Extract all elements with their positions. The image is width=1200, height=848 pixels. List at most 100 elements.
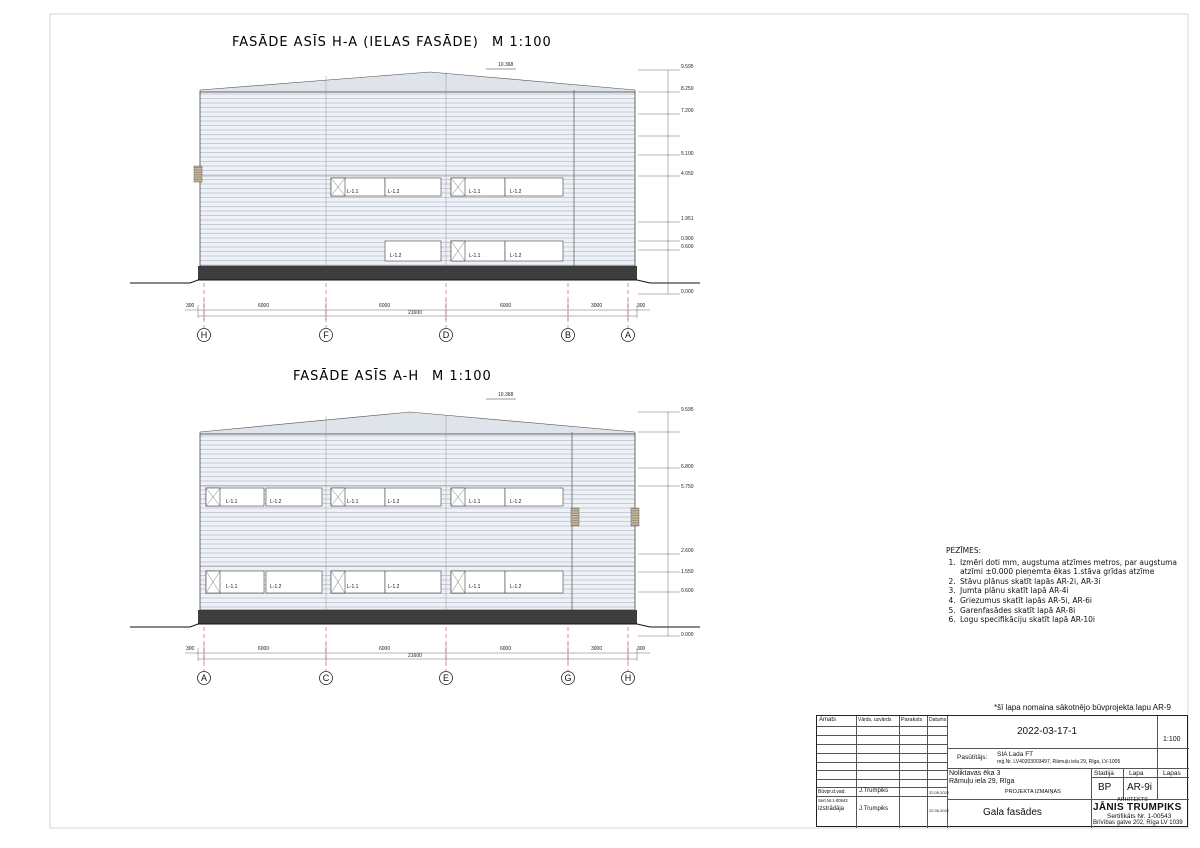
dimension-value: 6000 bbox=[379, 646, 390, 652]
window-label: L-1.2 bbox=[510, 584, 522, 590]
level-label: 8.250 bbox=[681, 86, 694, 92]
dimension-value: 3000 bbox=[591, 646, 602, 652]
window-label: L-1.1 bbox=[469, 499, 481, 505]
ventilation-grille bbox=[570, 507, 580, 527]
dimension-value: 300 bbox=[186, 646, 195, 652]
level-marks bbox=[638, 69, 680, 295]
dimension-value: 6000 bbox=[379, 303, 390, 309]
window-label: L-1.1 bbox=[469, 189, 481, 195]
level-label: 7.200 bbox=[681, 108, 694, 114]
axis-label: C bbox=[323, 673, 330, 683]
dimension-value: 6000 bbox=[258, 303, 269, 309]
level-label: 0.000 bbox=[681, 632, 694, 638]
project-number: 2022-03-17-1 bbox=[1017, 726, 1078, 737]
level-label: 0.900 bbox=[681, 236, 694, 242]
header-datums: Datums bbox=[929, 717, 947, 723]
name-project-manager: J.Trumpiks bbox=[859, 788, 889, 794]
level-label: 9.595 bbox=[681, 64, 694, 70]
architect-role: ARHITEKTS bbox=[1117, 797, 1148, 803]
dimension-value: 300 bbox=[637, 303, 646, 309]
note-item: Jumta plānu skatīt lapā AR-4i bbox=[958, 586, 1190, 596]
level-label: 2.600 bbox=[681, 548, 694, 554]
window-label: L-1.2 bbox=[270, 499, 282, 505]
level-label: 6.800 bbox=[681, 464, 694, 470]
header-vards: Vārds, uzvārds bbox=[858, 717, 892, 723]
window-label: L-1.1 bbox=[226, 499, 238, 505]
window-label: L-1.1 bbox=[469, 253, 481, 259]
header-paraksts: Paraksts bbox=[901, 717, 923, 723]
window-label: L-1.2 bbox=[510, 253, 522, 259]
window-label: L-1.2 bbox=[270, 584, 282, 590]
total-dimension: 21600 bbox=[408, 310, 422, 316]
ridge-level: 10.368 bbox=[498, 392, 514, 398]
total-dimension: 21600 bbox=[408, 653, 422, 659]
ventilation-grille bbox=[193, 165, 203, 183]
dimension-value: 3000 bbox=[591, 303, 602, 309]
axis-lines bbox=[203, 627, 629, 671]
replacement-note: *šī lapa nomaina sākotnējo būvprojekta l… bbox=[994, 703, 1171, 712]
axis-markers bbox=[197, 671, 635, 685]
level-label: 0.600 bbox=[681, 588, 694, 594]
role-project-manager: Būvpr.d.vad. bbox=[818, 789, 846, 795]
window-row-upper: L-1.1 L-1.2 L-1.1 L-1.2 bbox=[330, 177, 564, 197]
architect-address: Brīvības gatve 202, Rīga LV 1039 bbox=[1093, 820, 1183, 826]
level-label: 1.550 bbox=[681, 569, 694, 575]
window-label: L-1.1 bbox=[347, 584, 359, 590]
axis-label: B bbox=[565, 330, 571, 340]
drawing-notes: PEZĪMES: Izmēri doti mm, augstuma atzīme… bbox=[946, 546, 1190, 625]
object-name: Noliktavas ēka 3 bbox=[949, 770, 1001, 777]
window-label: L-1.2 bbox=[510, 499, 522, 505]
role-designer: Izstrādāja bbox=[818, 806, 845, 812]
sheet-label: Lapa bbox=[1129, 770, 1144, 777]
client-registration: reģ.Nr. LV40203003497, Rāmuļu iela 29, R… bbox=[997, 759, 1121, 765]
dimension-value: 300 bbox=[186, 303, 195, 309]
elevation-axes-a-h: FASĀDE ASĪS A-H M 1:100 10.368 L-1.1 L-1… bbox=[130, 369, 700, 685]
axis-label: G bbox=[564, 673, 571, 683]
roof-outline bbox=[199, 71, 636, 94]
note-item: Stāvu plānus skatīt lapās AR-2i, AR-3i bbox=[958, 577, 1190, 587]
note-item: Izmēri doti mm, augstuma atzīmes metros,… bbox=[958, 558, 1190, 577]
window-label: L-1.1 bbox=[347, 499, 359, 505]
axis-label: A bbox=[201, 673, 207, 683]
axis-label: F bbox=[323, 330, 329, 340]
note-item: Logu specifikāciju skatīt lapā AR-10i bbox=[958, 615, 1190, 625]
stage-label: Stadija bbox=[1094, 770, 1114, 777]
axis-label: H bbox=[201, 330, 208, 340]
axis-lines bbox=[203, 283, 629, 328]
plinth bbox=[198, 610, 637, 624]
axis-label: D bbox=[443, 330, 450, 340]
axis-markers bbox=[197, 328, 635, 342]
date-designer: 22.05.2022 bbox=[929, 808, 950, 813]
stage-value: BP bbox=[1098, 782, 1112, 793]
architect-name: JĀNIS TRUMPIKS bbox=[1093, 802, 1182, 813]
header-amats: Amats bbox=[819, 717, 837, 723]
note-item: Griezumus skatīt lapās AR-5i, AR-6i bbox=[958, 596, 1190, 606]
window-label: L-1.2 bbox=[388, 189, 400, 195]
sheet-border bbox=[49, 13, 1189, 829]
notes-list: Izmēri doti mm, augstuma atzīmes metros,… bbox=[946, 558, 1190, 625]
ridge-level: 10.368 bbox=[498, 62, 514, 68]
level-label: 0.000 bbox=[681, 289, 694, 295]
dimension-value: 300 bbox=[637, 646, 646, 652]
client-label: Pasūtītājs: bbox=[957, 754, 988, 761]
client-name: SIA Lada FT bbox=[997, 751, 1034, 758]
window-row-upper: L-1.1 L-1.2 L-1.1 L-1.2 L-1.1 L-1.2 bbox=[205, 487, 564, 507]
axis-label: A bbox=[625, 330, 631, 340]
window-label: L-1.2 bbox=[510, 189, 522, 195]
ventilation-grille bbox=[630, 507, 640, 527]
roof-outline bbox=[199, 411, 636, 436]
name-designer: J.Trumpiks bbox=[859, 806, 889, 812]
level-label: 0.600 bbox=[681, 244, 694, 250]
window-label: L-1.2 bbox=[390, 253, 402, 259]
object-address: Rāmuļu iela 29, Rīga bbox=[949, 778, 1015, 785]
dimension-chain bbox=[185, 300, 650, 320]
level-label: 9.595 bbox=[681, 407, 694, 413]
window-label: L-1.2 bbox=[388, 584, 400, 590]
sheets-label: Lapas bbox=[1163, 770, 1181, 777]
window-label: L-1.2 bbox=[388, 499, 400, 505]
dimension-chain bbox=[185, 643, 650, 663]
notes-heading: PEZĪMES: bbox=[946, 546, 982, 555]
elevation-title: FASĀDE ASĪS H-A (IELAS FASĀDE) bbox=[232, 35, 479, 50]
plinth bbox=[198, 266, 637, 280]
drawing-scale: 1:100 bbox=[1163, 736, 1181, 743]
